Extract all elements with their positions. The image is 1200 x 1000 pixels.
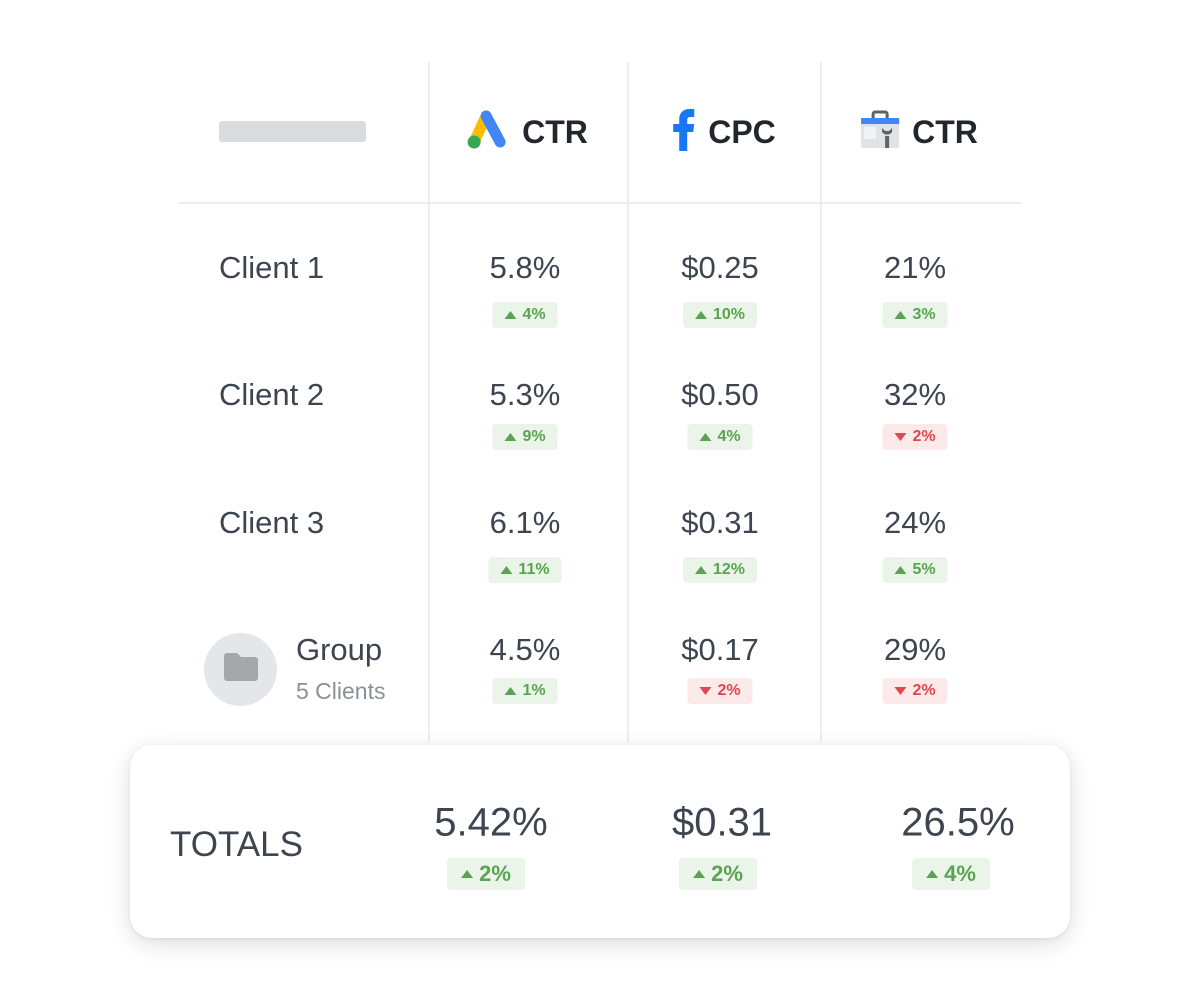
arrow-up-icon	[504, 687, 517, 695]
metrics-table	[178, 62, 1022, 762]
column-header-label: CTR	[522, 113, 588, 150]
metric-value: 21%	[883, 250, 947, 285]
totals-label: TOTALS	[170, 825, 303, 864]
change-value: 2%	[912, 428, 936, 445]
group-client-count: 5 Clients	[296, 678, 386, 704]
folder-icon	[222, 652, 260, 687]
change-badge: 5%	[882, 557, 948, 583]
change-value: 3%	[912, 306, 936, 323]
arrow-up-icon	[693, 870, 706, 878]
change-badge: 1%	[492, 678, 558, 704]
column-divider	[820, 62, 822, 742]
google-ads-icon	[466, 110, 510, 155]
metric-value: 29%	[883, 632, 947, 667]
total-value: 5.42%	[434, 800, 548, 845]
arrow-up-icon	[694, 311, 707, 319]
column-header-label: CTR	[912, 113, 978, 150]
column-header-placeholder	[219, 121, 366, 142]
arrow-up-icon	[694, 566, 707, 574]
arrow-up-icon	[699, 433, 712, 441]
change-value: 4%	[522, 306, 546, 323]
arrow-up-icon	[504, 433, 517, 441]
change-badge: 9%	[492, 424, 558, 450]
metric-value: 32%	[883, 377, 947, 412]
arrow-up-icon	[500, 566, 513, 574]
metric-value: $0.50	[681, 377, 759, 412]
change-badge: 4%	[912, 858, 990, 890]
arrow-down-icon	[699, 687, 712, 695]
change-badge: 2%	[882, 424, 948, 450]
arrow-up-icon	[504, 311, 517, 319]
search-console-icon	[860, 110, 900, 155]
row-label: Client 3	[219, 505, 325, 540]
header-divider	[178, 202, 1022, 204]
change-badge: 2%	[687, 678, 753, 704]
column-divider	[428, 62, 430, 742]
change-value: 2%	[912, 682, 936, 699]
arrow-up-icon	[926, 870, 939, 878]
facebook-icon	[670, 108, 696, 156]
metric-value: $0.25	[681, 250, 759, 285]
total-value: 26.5%	[901, 800, 1015, 845]
row-label: Client 2	[219, 377, 325, 412]
change-value: 10%	[712, 306, 746, 323]
metric-value: $0.31	[681, 505, 759, 540]
arrow-down-icon	[894, 687, 907, 695]
change-badge: 10%	[682, 302, 758, 328]
metric-value: 4.5%	[489, 632, 561, 667]
arrow-up-icon	[461, 870, 474, 878]
change-value: 4%	[944, 861, 976, 886]
column-header-label: CPC	[708, 113, 776, 150]
metric-value: 5.3%	[489, 377, 561, 412]
change-value: 5%	[912, 561, 936, 578]
group-name: Group	[296, 632, 383, 667]
arrow-up-icon	[894, 566, 907, 574]
metric-value: 24%	[883, 505, 947, 540]
change-value: 1%	[522, 682, 546, 699]
metric-value: 6.1%	[489, 505, 561, 540]
change-value: 12%	[712, 561, 746, 578]
metric-value: $0.17	[681, 632, 759, 667]
change-badge: 2%	[882, 678, 948, 704]
totals-card	[130, 745, 1070, 938]
change-value: 2%	[479, 861, 511, 886]
metric-value: 5.8%	[489, 250, 561, 285]
change-badge: 4%	[687, 424, 753, 450]
column-header-facebook-cpc[interactable]: CPC	[670, 108, 776, 156]
column-header-google-ads-ctr[interactable]: CTR	[466, 108, 588, 156]
arrow-up-icon	[894, 311, 907, 319]
column-divider	[627, 62, 629, 742]
row-label: Client 1	[219, 250, 325, 285]
group-avatar	[204, 633, 277, 706]
change-badge: 11%	[488, 557, 562, 583]
change-badge: 12%	[682, 557, 758, 583]
change-value: 11%	[518, 561, 550, 578]
change-value: 2%	[711, 861, 743, 886]
change-badge: 2%	[447, 858, 525, 890]
change-badge: 4%	[492, 302, 558, 328]
arrow-down-icon	[894, 433, 907, 441]
change-value: 9%	[522, 428, 546, 445]
change-badge: 2%	[679, 858, 757, 890]
column-header-search-console-ctr[interactable]: CTR	[860, 108, 978, 156]
change-value: 4%	[717, 428, 741, 445]
total-value: $0.31	[671, 800, 773, 845]
change-badge: 3%	[882, 302, 948, 328]
change-value: 2%	[717, 682, 741, 699]
